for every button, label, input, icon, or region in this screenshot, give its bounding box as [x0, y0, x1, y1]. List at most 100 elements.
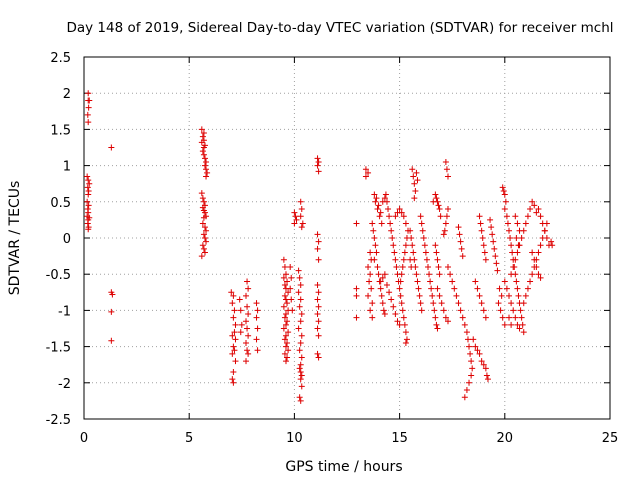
- data-point: [514, 321, 521, 328]
- data-point: [381, 311, 388, 318]
- data-point: [402, 329, 409, 336]
- data-point: [284, 339, 291, 346]
- data-point: [444, 206, 451, 213]
- data-point: [457, 307, 464, 314]
- data-point: [284, 300, 291, 307]
- data-point: [85, 202, 92, 209]
- data-point: [480, 361, 487, 368]
- data-point: [199, 242, 206, 249]
- chart-title: Day 148 of 2019, Sidereal Day-to-day VTE…: [66, 20, 613, 36]
- data-point: [456, 231, 463, 238]
- data-point: [287, 263, 294, 270]
- data-point: [433, 195, 440, 202]
- data-point: [201, 209, 208, 216]
- data-point: [470, 336, 477, 343]
- data-point: [514, 249, 521, 256]
- data-point: [476, 292, 483, 299]
- data-point: [411, 180, 418, 187]
- data-point: [108, 308, 115, 315]
- data-point: [353, 314, 360, 321]
- data-point: [229, 350, 236, 357]
- data-point: [426, 271, 433, 278]
- data-point: [371, 191, 378, 198]
- data-point: [230, 314, 237, 321]
- data-point: [508, 300, 515, 307]
- data-point: [288, 274, 295, 281]
- data-point: [477, 220, 484, 227]
- data-point: [296, 274, 303, 281]
- data-point: [502, 198, 509, 205]
- y-tick-label: -1.5: [46, 341, 71, 356]
- data-point: [315, 318, 322, 325]
- data-point: [245, 285, 252, 292]
- data-point: [378, 292, 385, 299]
- plot-frame: [83, 56, 611, 420]
- data-point: [201, 224, 208, 231]
- data-point: [204, 169, 211, 176]
- data-point: [520, 300, 527, 307]
- data-point: [411, 195, 418, 202]
- data-point: [498, 292, 505, 299]
- y-tick-label: 0: [63, 232, 71, 247]
- data-point: [315, 168, 322, 175]
- data-point: [377, 285, 384, 292]
- data-point: [368, 285, 375, 292]
- data-point: [514, 285, 521, 292]
- data-point: [425, 263, 432, 270]
- data-point: [414, 278, 421, 285]
- data-point: [527, 278, 534, 285]
- data-point: [282, 296, 289, 303]
- data-point: [396, 206, 403, 213]
- data-point: [417, 300, 424, 307]
- data-point: [237, 329, 244, 336]
- data-point: [386, 289, 393, 296]
- data-point: [496, 285, 503, 292]
- data-point: [293, 216, 300, 223]
- data-point: [372, 242, 379, 249]
- data-point: [442, 314, 449, 321]
- data-point: [369, 314, 376, 321]
- y-tick-label: 2.5: [50, 51, 71, 66]
- data-point: [513, 278, 520, 285]
- data-point: [377, 278, 384, 285]
- data-point: [442, 220, 449, 227]
- data-point: [402, 339, 409, 346]
- data-point: [86, 97, 93, 104]
- data-point: [229, 376, 236, 383]
- data-point: [392, 311, 399, 318]
- data-point: [494, 267, 501, 274]
- y-axis-label: SDTVAR / TECUs: [7, 181, 23, 296]
- data-point: [421, 242, 428, 249]
- data-point: [298, 206, 305, 213]
- data-point: [518, 314, 525, 321]
- data-point: [428, 285, 435, 292]
- data-point: [243, 292, 250, 299]
- data-point: [495, 300, 502, 307]
- data-point: [409, 242, 416, 249]
- data-point: [84, 220, 91, 227]
- data-point: [200, 144, 207, 151]
- data-point: [254, 325, 261, 332]
- data-point: [443, 213, 450, 220]
- data-point: [506, 292, 513, 299]
- data-point: [434, 198, 441, 205]
- data-point: [504, 220, 511, 227]
- data-point: [533, 209, 540, 216]
- data-point: [108, 144, 115, 151]
- data-point: [298, 354, 305, 361]
- data-point: [315, 256, 322, 263]
- data-point: [499, 184, 506, 191]
- data-point: [476, 213, 483, 220]
- data-point: [443, 166, 450, 173]
- y-tick-label: 2: [63, 87, 71, 102]
- data-point: [491, 245, 498, 252]
- data-point: [516, 325, 523, 332]
- data-point: [449, 278, 456, 285]
- data-point: [353, 292, 360, 299]
- data-point: [85, 90, 92, 97]
- data-point: [232, 336, 239, 343]
- data-point: [231, 329, 238, 336]
- data-point: [292, 213, 299, 220]
- data-point: [253, 336, 260, 343]
- data-point: [482, 256, 489, 263]
